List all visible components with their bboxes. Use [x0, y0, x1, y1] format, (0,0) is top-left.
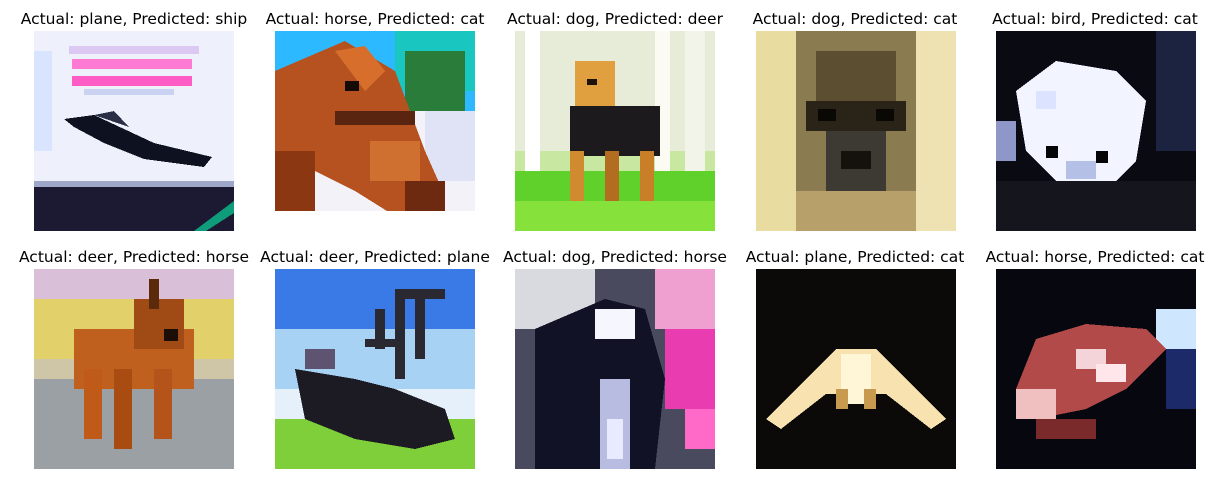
deer-image	[275, 269, 475, 469]
horse-image	[275, 31, 475, 231]
cell-title: Actual: dog, Predicted: cat	[752, 10, 958, 28]
cell-title: Actual: horse, Predicted: cat	[985, 248, 1205, 266]
cell-title: Actual: deer, Predicted: horse	[18, 248, 250, 266]
cell-title: Actual: dog, Predicted: horse	[503, 248, 727, 266]
cell-title: Actual: bird, Predicted: cat	[992, 10, 1198, 28]
cell-title: Actual: plane, Predicted: cat	[745, 248, 965, 266]
bird-image	[996, 31, 1196, 231]
plane-image	[34, 31, 234, 231]
dog-image	[756, 31, 956, 231]
cell-title: Actual: horse, Predicted: cat	[265, 10, 485, 28]
horse-image	[996, 269, 1196, 469]
dog-image	[515, 31, 715, 231]
dog-image	[515, 269, 715, 469]
cell-title: Actual: plane, Predicted: ship	[20, 10, 248, 28]
deer-image	[34, 269, 234, 469]
cell-title: Actual: dog, Predicted: deer	[507, 10, 723, 28]
plane-image	[756, 269, 956, 469]
cell-title: Actual: deer, Predicted: plane	[260, 248, 490, 266]
